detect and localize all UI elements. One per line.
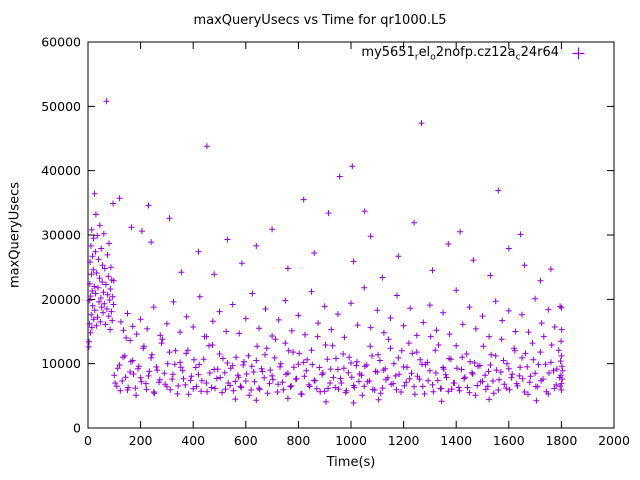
x-tick-label: 1800 [545, 433, 577, 448]
data-points [85, 98, 566, 406]
y-tick-label: 0 [73, 421, 81, 436]
x-tick-label: 1600 [493, 433, 525, 448]
y-tick-label: 40000 [41, 163, 81, 178]
legend-label: my5651relo2nofp.cz12ac24r64 [361, 45, 559, 63]
plot-border [87, 41, 615, 429]
legend-label-segment: 2nofp.cz12a [435, 45, 516, 60]
legend-label-segment: c [515, 52, 521, 63]
chart-title: maxQueryUsecs vs Time for qr1000.L5 [193, 13, 447, 28]
legend-label-segment: 24r64 [520, 45, 559, 60]
x-tick-label: 400 [181, 433, 205, 448]
x-tick-label: 0 [84, 433, 92, 448]
y-tick-label: 30000 [41, 228, 81, 243]
x-tick-label: 600 [234, 433, 258, 448]
legend-marker-plus-icon [572, 47, 585, 60]
legend-label-segment: r [414, 52, 419, 63]
legend-label-segment: o [430, 52, 436, 63]
x-tick-label: 200 [129, 433, 153, 448]
legend: my5651relo2nofp.cz12ac24r64 [361, 45, 586, 63]
x-axis-label: Time(s) [326, 455, 376, 470]
y-tick-label: 10000 [41, 356, 81, 371]
y-tick-label: 60000 [41, 35, 81, 50]
legend-label-segment: el [418, 45, 431, 60]
x-tick-label: 1400 [440, 433, 472, 448]
x-tick-label: 2000 [598, 433, 630, 448]
legend-label-segment: my5651 [361, 45, 415, 60]
y-tick-label: 50000 [41, 99, 81, 114]
y-tick-label: 20000 [41, 292, 81, 307]
x-tick-label: 1200 [388, 433, 420, 448]
x-tick-label: 1000 [335, 433, 367, 448]
x-tick-label: 800 [286, 433, 310, 448]
